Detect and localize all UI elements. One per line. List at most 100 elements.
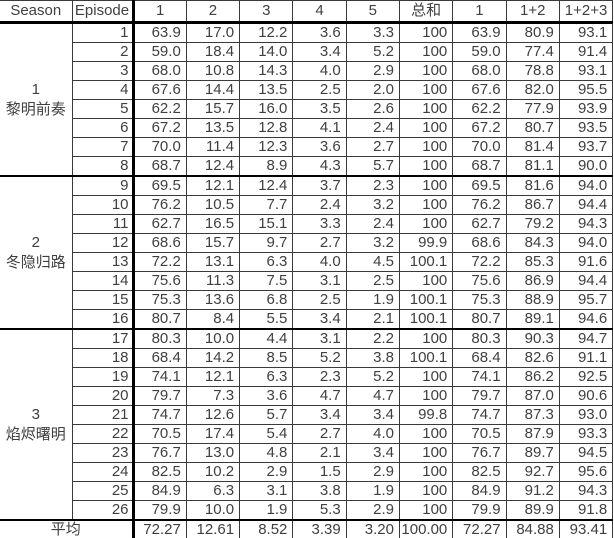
column-header-10[interactable]: 1+2+3 [558,0,614,24]
column-header-8[interactable]: 1 [452,0,507,24]
value-cell[interactable]: 100 [398,424,454,444]
value-cell[interactable]: 90.6 [558,386,614,406]
value-cell[interactable]: 12.1 [185,175,241,196]
value-cell[interactable]: 94.4 [558,271,614,291]
value-cell[interactable]: 74.7 [132,405,187,425]
value-cell[interactable]: 100 [398,386,454,406]
column-header-1[interactable]: Episode [71,0,135,24]
value-cell[interactable]: 94.0 [558,175,614,196]
value-cell[interactable]: 79.9 [452,500,507,521]
value-cell[interactable]: 4.0 [345,424,400,444]
value-cell[interactable]: 100 [398,443,454,463]
value-cell[interactable]: 3.6 [239,386,294,406]
season-cell[interactable]: 3 焰烬曙明 [0,328,73,521]
value-cell[interactable]: 72.2 [132,252,187,272]
episode-cell[interactable]: 3 [71,61,135,81]
value-cell[interactable]: 67.6 [132,80,187,100]
value-cell[interactable]: 6.8 [239,290,294,310]
episode-cell[interactable]: 6 [71,118,135,138]
value-cell[interactable]: 69.5 [452,175,507,196]
value-cell[interactable]: 100 [398,271,454,291]
value-cell[interactable]: 4.5 [345,252,400,272]
episode-cell[interactable]: 16 [71,309,135,330]
value-cell[interactable]: 100.1 [398,348,454,368]
value-cell[interactable]: 12.4 [185,156,241,177]
episode-cell[interactable]: 5 [71,99,135,119]
value-cell[interactable]: 68.6 [132,233,187,253]
value-cell[interactable]: 94.5 [558,443,614,463]
value-cell[interactable]: 3.8 [345,348,400,368]
value-cell[interactable]: 12.8 [239,118,294,138]
column-header-4[interactable]: 3 [239,0,294,24]
season-cell[interactable]: 2 冬隐归路 [0,175,73,330]
value-cell[interactable]: 12.1 [185,367,241,387]
episode-cell[interactable]: 17 [71,328,135,349]
value-cell[interactable]: 5.7 [345,156,400,177]
value-cell[interactable]: 1.9 [345,290,400,310]
episode-cell[interactable]: 18 [71,348,135,368]
value-cell[interactable]: 91.1 [558,348,614,368]
value-cell[interactable]: 2.4 [345,118,400,138]
value-cell[interactable]: 81.4 [505,137,560,157]
value-cell[interactable]: 3.5 [292,99,347,119]
value-cell[interactable]: 100 [398,175,454,196]
value-cell[interactable]: 81.6 [505,175,560,196]
value-cell[interactable]: 1.9 [345,481,400,501]
value-cell[interactable]: 75.3 [452,290,507,310]
episode-cell[interactable]: 23 [71,443,135,463]
episode-cell[interactable]: 13 [71,252,135,272]
value-cell[interactable]: 76.2 [452,195,507,215]
value-cell[interactable]: 76.7 [452,443,507,463]
value-cell[interactable]: 7.3 [185,386,241,406]
value-cell[interactable]: 68.0 [132,61,187,81]
value-cell[interactable]: 5.2 [345,367,400,387]
value-cell[interactable]: 82.6 [505,348,560,368]
value-cell[interactable]: 2.7 [292,233,347,253]
episode-cell[interactable]: 25 [71,481,135,501]
value-cell[interactable]: 3.6 [292,22,347,43]
value-cell[interactable]: 84.9 [452,481,507,501]
value-cell[interactable]: 2.0 [345,80,400,100]
value-cell[interactable]: 95.7 [558,290,614,310]
value-cell[interactable]: 4.8 [239,443,294,463]
value-cell[interactable]: 12.2 [239,22,294,43]
value-cell[interactable]: 2.4 [292,195,347,215]
value-cell[interactable]: 100.1 [398,309,454,330]
value-cell[interactable]: 75.6 [452,271,507,291]
value-cell[interactable]: 95.6 [558,462,614,482]
value-cell[interactable]: 79.9 [132,500,187,521]
average-value-cell[interactable]: 72.27 [132,519,187,538]
value-cell[interactable]: 62.2 [132,99,187,119]
value-cell[interactable]: 13.5 [239,80,294,100]
value-cell[interactable]: 4.7 [292,386,347,406]
value-cell[interactable]: 10.8 [185,61,241,81]
value-cell[interactable]: 2.1 [292,443,347,463]
value-cell[interactable]: 62.7 [132,214,187,234]
value-cell[interactable]: 10.5 [185,195,241,215]
value-cell[interactable]: 12.3 [239,137,294,157]
value-cell[interactable]: 5.4 [239,424,294,444]
average-value-cell[interactable]: 12.61 [185,519,241,538]
episode-cell[interactable]: 10 [71,195,135,215]
value-cell[interactable]: 15.1 [239,214,294,234]
value-cell[interactable]: 17.0 [185,22,241,43]
episode-cell[interactable]: 22 [71,424,135,444]
value-cell[interactable]: 93.5 [558,118,614,138]
value-cell[interactable]: 3.3 [292,214,347,234]
value-cell[interactable]: 63.9 [132,22,187,43]
value-cell[interactable]: 94.4 [558,195,614,215]
value-cell[interactable]: 3.6 [292,137,347,157]
value-cell[interactable]: 84.9 [132,481,187,501]
average-label[interactable]: 平均 [0,519,135,538]
value-cell[interactable]: 13.1 [185,252,241,272]
value-cell[interactable]: 2.2 [345,328,400,349]
value-cell[interactable]: 2.9 [239,462,294,482]
value-cell[interactable]: 8.4 [185,309,241,330]
value-cell[interactable]: 2.3 [292,367,347,387]
value-cell[interactable]: 13.0 [185,443,241,463]
value-cell[interactable]: 68.4 [452,348,507,368]
average-value-cell[interactable]: 93.41 [558,519,614,538]
value-cell[interactable]: 67.2 [132,118,187,138]
value-cell[interactable]: 10.0 [185,328,241,349]
value-cell[interactable]: 6.3 [185,481,241,501]
